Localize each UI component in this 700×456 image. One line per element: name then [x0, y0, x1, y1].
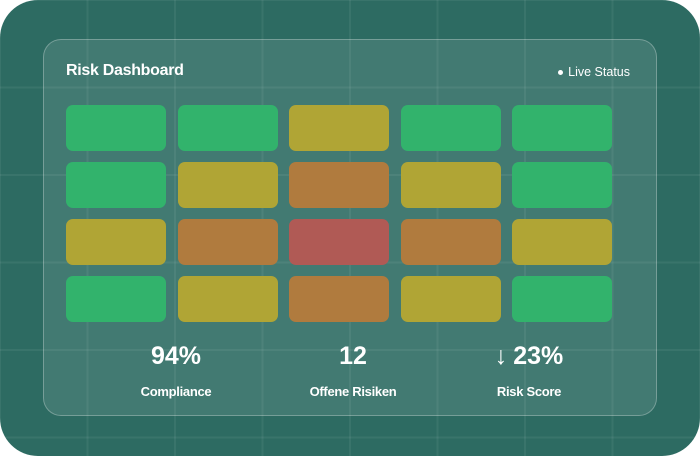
stat-value: 12 [339, 342, 367, 370]
heatmap-cell-high[interactable] [177, 219, 278, 265]
heatmap-cell-low[interactable] [512, 105, 612, 151]
stat-label: Risk Score [496, 384, 562, 399]
stat-open-risks: 12 Offene Risiken [263, 340, 443, 399]
heatmap-cell-medium[interactable] [512, 219, 612, 265]
stat-value: ↓ 23% [494, 342, 564, 370]
stat-label: Compliance [140, 384, 212, 399]
heatmap-cell-low[interactable] [177, 105, 278, 151]
heatmap-cell-low[interactable] [66, 105, 166, 151]
stat-risk-score: ↓ 23% Risk Score [439, 340, 619, 399]
status-dot-icon [558, 69, 564, 75]
heatmap-cell-high[interactable] [289, 162, 389, 208]
heatmap-cell-low[interactable] [66, 162, 166, 208]
heatmap-cell-critical[interactable] [289, 219, 389, 265]
risk-dashboard-card: Risk Dashboard Live Status 94% Complianc… [43, 39, 657, 416]
heatmap-cell-low[interactable] [400, 105, 501, 151]
live-status-label: Live Status [568, 65, 630, 79]
heatmap-cell-medium[interactable] [400, 276, 501, 322]
heatmap-cell-low[interactable] [512, 276, 612, 322]
live-status: Live Status [558, 65, 630, 79]
heatmap-cell-medium[interactable] [400, 162, 501, 208]
heatmap-cell-medium[interactable] [177, 162, 278, 208]
stat-compliance: 94% Compliance [86, 340, 266, 399]
heatmap-cell-high[interactable] [289, 276, 389, 322]
heatmap-cell-low[interactable] [66, 276, 166, 322]
heatmap-cell-medium[interactable] [66, 219, 166, 265]
heatmap-cell-high[interactable] [400, 219, 501, 265]
dashboard-title: Risk Dashboard [66, 62, 184, 79]
stat-label: Offene Risiken [309, 384, 397, 399]
risk-heatmap [66, 105, 612, 322]
heatmap-cell-low[interactable] [512, 162, 612, 208]
heatmap-cell-medium[interactable] [177, 276, 278, 322]
arrow-down-icon: ↓ [494, 342, 508, 370]
heatmap-cell-medium[interactable] [289, 105, 389, 151]
stat-value: 94% [150, 342, 202, 370]
